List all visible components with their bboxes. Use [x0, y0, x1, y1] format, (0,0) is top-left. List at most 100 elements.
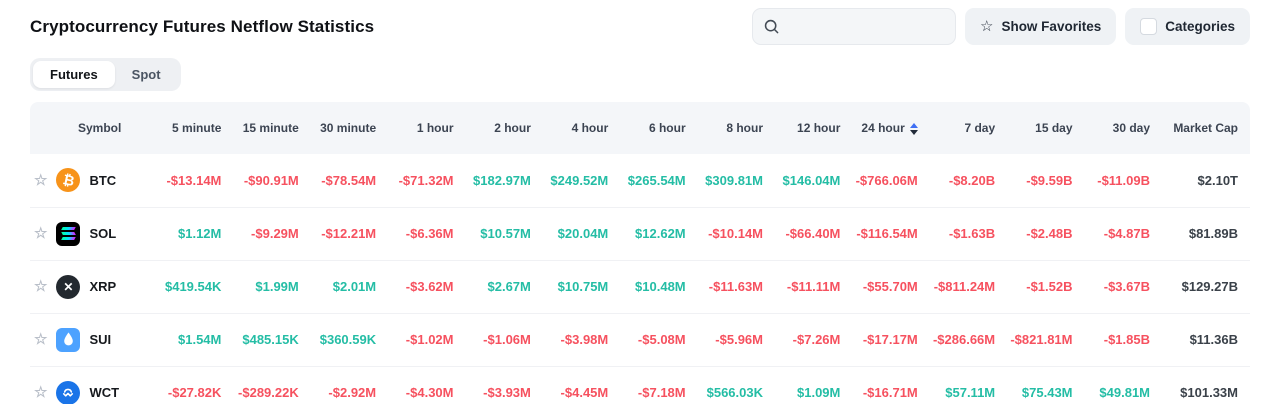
column-header-12-hour[interactable]: 12 hour — [767, 102, 845, 154]
netflow-value: -$766.06M — [855, 172, 918, 188]
favorite-star-icon[interactable]: ☆ — [34, 384, 48, 401]
coin-symbol: BTC — [89, 172, 117, 188]
symbol-cell: ☆ SUI — [30, 313, 148, 366]
netflow-value: -$9.29M — [251, 226, 299, 241]
netflow-value: -$1.02M — [405, 332, 454, 347]
netflow-value: $265.54M — [627, 172, 686, 188]
netflow-value: -$27.82K — [167, 385, 222, 400]
coin-symbol: XRP — [89, 279, 117, 294]
netflow-value: -$55.70M — [862, 279, 918, 294]
netflow-value: -$2.48B — [1026, 226, 1073, 241]
categories-label: Categories — [1165, 19, 1235, 34]
market-cap-value: $2.10T — [1197, 172, 1238, 188]
netflow-value: $146.04M — [782, 172, 841, 188]
netflow-value: -$11.11M — [786, 279, 841, 294]
show-favorites-label: Show Favorites — [1001, 19, 1102, 34]
wct-coin-icon — [56, 380, 81, 404]
search-input[interactable] — [786, 19, 945, 34]
netflow-value: -$1.06M — [483, 332, 531, 347]
netflow-value: -$1.85B — [1103, 332, 1150, 347]
netflow-value: -$11.09B — [1097, 172, 1150, 188]
netflow-value: -$10.14M — [708, 226, 763, 241]
netflow-value: -$7.18M — [637, 385, 686, 400]
netflow-value: $1.54M — [178, 332, 222, 347]
market-cap-value: $129.27B — [1181, 279, 1238, 294]
market-cap-value: $11.36B — [1189, 332, 1238, 347]
market-cap-value: $81.89B — [1188, 226, 1238, 241]
favorite-star-icon[interactable]: ☆ — [34, 278, 48, 295]
table-row[interactable]: ☆ ₿ BTC -$13.14M -$90.91M -$78.54M -$71.32M $18… — [30, 154, 1250, 207]
netflow-value: $485.15K — [242, 332, 299, 347]
netflow-value: $182.97M — [473, 172, 531, 188]
netflow-value: -$6.36M — [405, 226, 454, 241]
column-header-24-hour[interactable]: 24 hour — [844, 102, 922, 154]
show-favorites-button[interactable]: ☆ Show Favorites — [964, 8, 1117, 45]
netflow-value: $309.81M — [705, 172, 763, 188]
netflow-value: -$7.26M — [792, 332, 841, 347]
star-icon: ☆ — [979, 18, 994, 35]
sui-coin-icon — [56, 327, 81, 352]
column-header-1-hour[interactable]: 1 hour — [380, 102, 458, 154]
market-type-tabs: Futures Spot — [30, 58, 181, 91]
netflow-value: -$4.30M — [405, 385, 454, 400]
column-header-market-cap[interactable]: Market Cap — [1154, 102, 1250, 154]
netflow-value: $57.11M — [945, 385, 996, 400]
favorite-star-icon[interactable]: ☆ — [34, 331, 48, 348]
page-title: Cryptocurrency Futures Netflow Statistic… — [30, 17, 375, 36]
sort-icon[interactable] — [909, 122, 918, 135]
btc-coin-icon: ₿ — [56, 168, 81, 193]
column-header-15-minute[interactable]: 15 minute — [225, 102, 303, 154]
sol-coin-icon — [56, 221, 81, 246]
coin-symbol: SOL — [89, 226, 117, 241]
column-header-symbol[interactable]: Symbol — [30, 102, 148, 154]
netflow-value: -$286.66M — [932, 332, 996, 347]
netflow-value: -$16.71M — [862, 385, 918, 400]
tab-spot[interactable]: Spot — [115, 61, 178, 88]
column-header-5-minute[interactable]: 5 minute — [148, 102, 226, 154]
netflow-value: $1.12M — [178, 226, 222, 241]
netflow-value: -$1.52B — [1026, 279, 1073, 294]
search-icon — [764, 19, 779, 34]
netflow-value: -$11.63M — [708, 279, 763, 294]
favorite-star-icon[interactable]: ☆ — [34, 171, 48, 189]
favorite-star-icon[interactable]: ☆ — [34, 225, 48, 242]
categories-button[interactable]: Categories — [1125, 8, 1250, 45]
coin-symbol: WCT — [89, 385, 120, 400]
column-header-30-minute[interactable]: 30 minute — [302, 102, 381, 154]
column-header-6-hour[interactable]: 6 hour — [612, 102, 690, 154]
netflow-value: $249.52M — [550, 172, 609, 188]
top-bar: Cryptocurrency Futures Netflow Statistic… — [0, 0, 1280, 45]
netflow-value: $360.59K — [319, 332, 377, 347]
tab-futures[interactable]: Futures — [33, 61, 115, 88]
netflow-value: $20.04M — [557, 226, 609, 241]
table-header-row: Symbol 5 minute 15 minute 30 minute 1 hour 2 … — [30, 102, 1250, 154]
netflow-value: -$116.54M — [856, 226, 918, 241]
netflow-value: -$4.45M — [560, 385, 609, 400]
table-row[interactable]: ☆ SOL $1.12M -$9.29M -$12.21M -$6.36M $10.57M $… — [30, 207, 1250, 260]
categories-checkbox[interactable] — [1140, 18, 1158, 35]
netflow-value: -$71.32M — [398, 172, 454, 188]
market-cap-value: $101.33M — [1180, 385, 1238, 400]
column-header-4-hour[interactable]: 4 hour — [534, 102, 613, 154]
table-row[interactable]: ☆ WCT -$27.82K -$289.22K -$2.92M -$4.30M -$3.9… — [30, 366, 1250, 404]
netflow-table: Symbol 5 minute 15 minute 30 minute 1 hour 2 … — [30, 102, 1250, 404]
symbol-cell: ☆ SOL — [30, 207, 148, 260]
netflow-value: $1.99M — [255, 279, 299, 294]
table-row[interactable]: ☆ ✕ XRP $419.54K $1.99M $2.01M -$3.62M $2.67M $1… — [30, 260, 1250, 313]
search-box[interactable] — [751, 8, 956, 45]
netflow-value: -$3.67B — [1103, 279, 1150, 294]
symbol-cell: ☆ ✕ XRP — [30, 260, 148, 313]
column-header-15-day[interactable]: 15 day — [999, 102, 1077, 154]
netflow-value: $566.03K — [706, 385, 763, 400]
column-header-30-day[interactable]: 30 day — [1076, 102, 1154, 154]
column-header-2-hour[interactable]: 2 hour — [457, 102, 535, 154]
tabs-section: Futures Spot — [0, 45, 1280, 91]
table-row[interactable]: ☆ SUI $1.54M $485.15K $360.59K -$1.02M -$1.06M… — [30, 313, 1250, 366]
column-header-7-day[interactable]: 7 day — [921, 102, 1000, 154]
coin-symbol: SUI — [89, 332, 112, 347]
netflow-value: $10.48M — [635, 279, 686, 294]
netflow-value: -$5.96M — [715, 332, 763, 347]
header-controls: ☆ Show Favorites Categories — [751, 8, 1250, 45]
xrp-coin-icon: ✕ — [56, 274, 81, 299]
column-header-8-hour[interactable]: 8 hour — [689, 102, 767, 154]
